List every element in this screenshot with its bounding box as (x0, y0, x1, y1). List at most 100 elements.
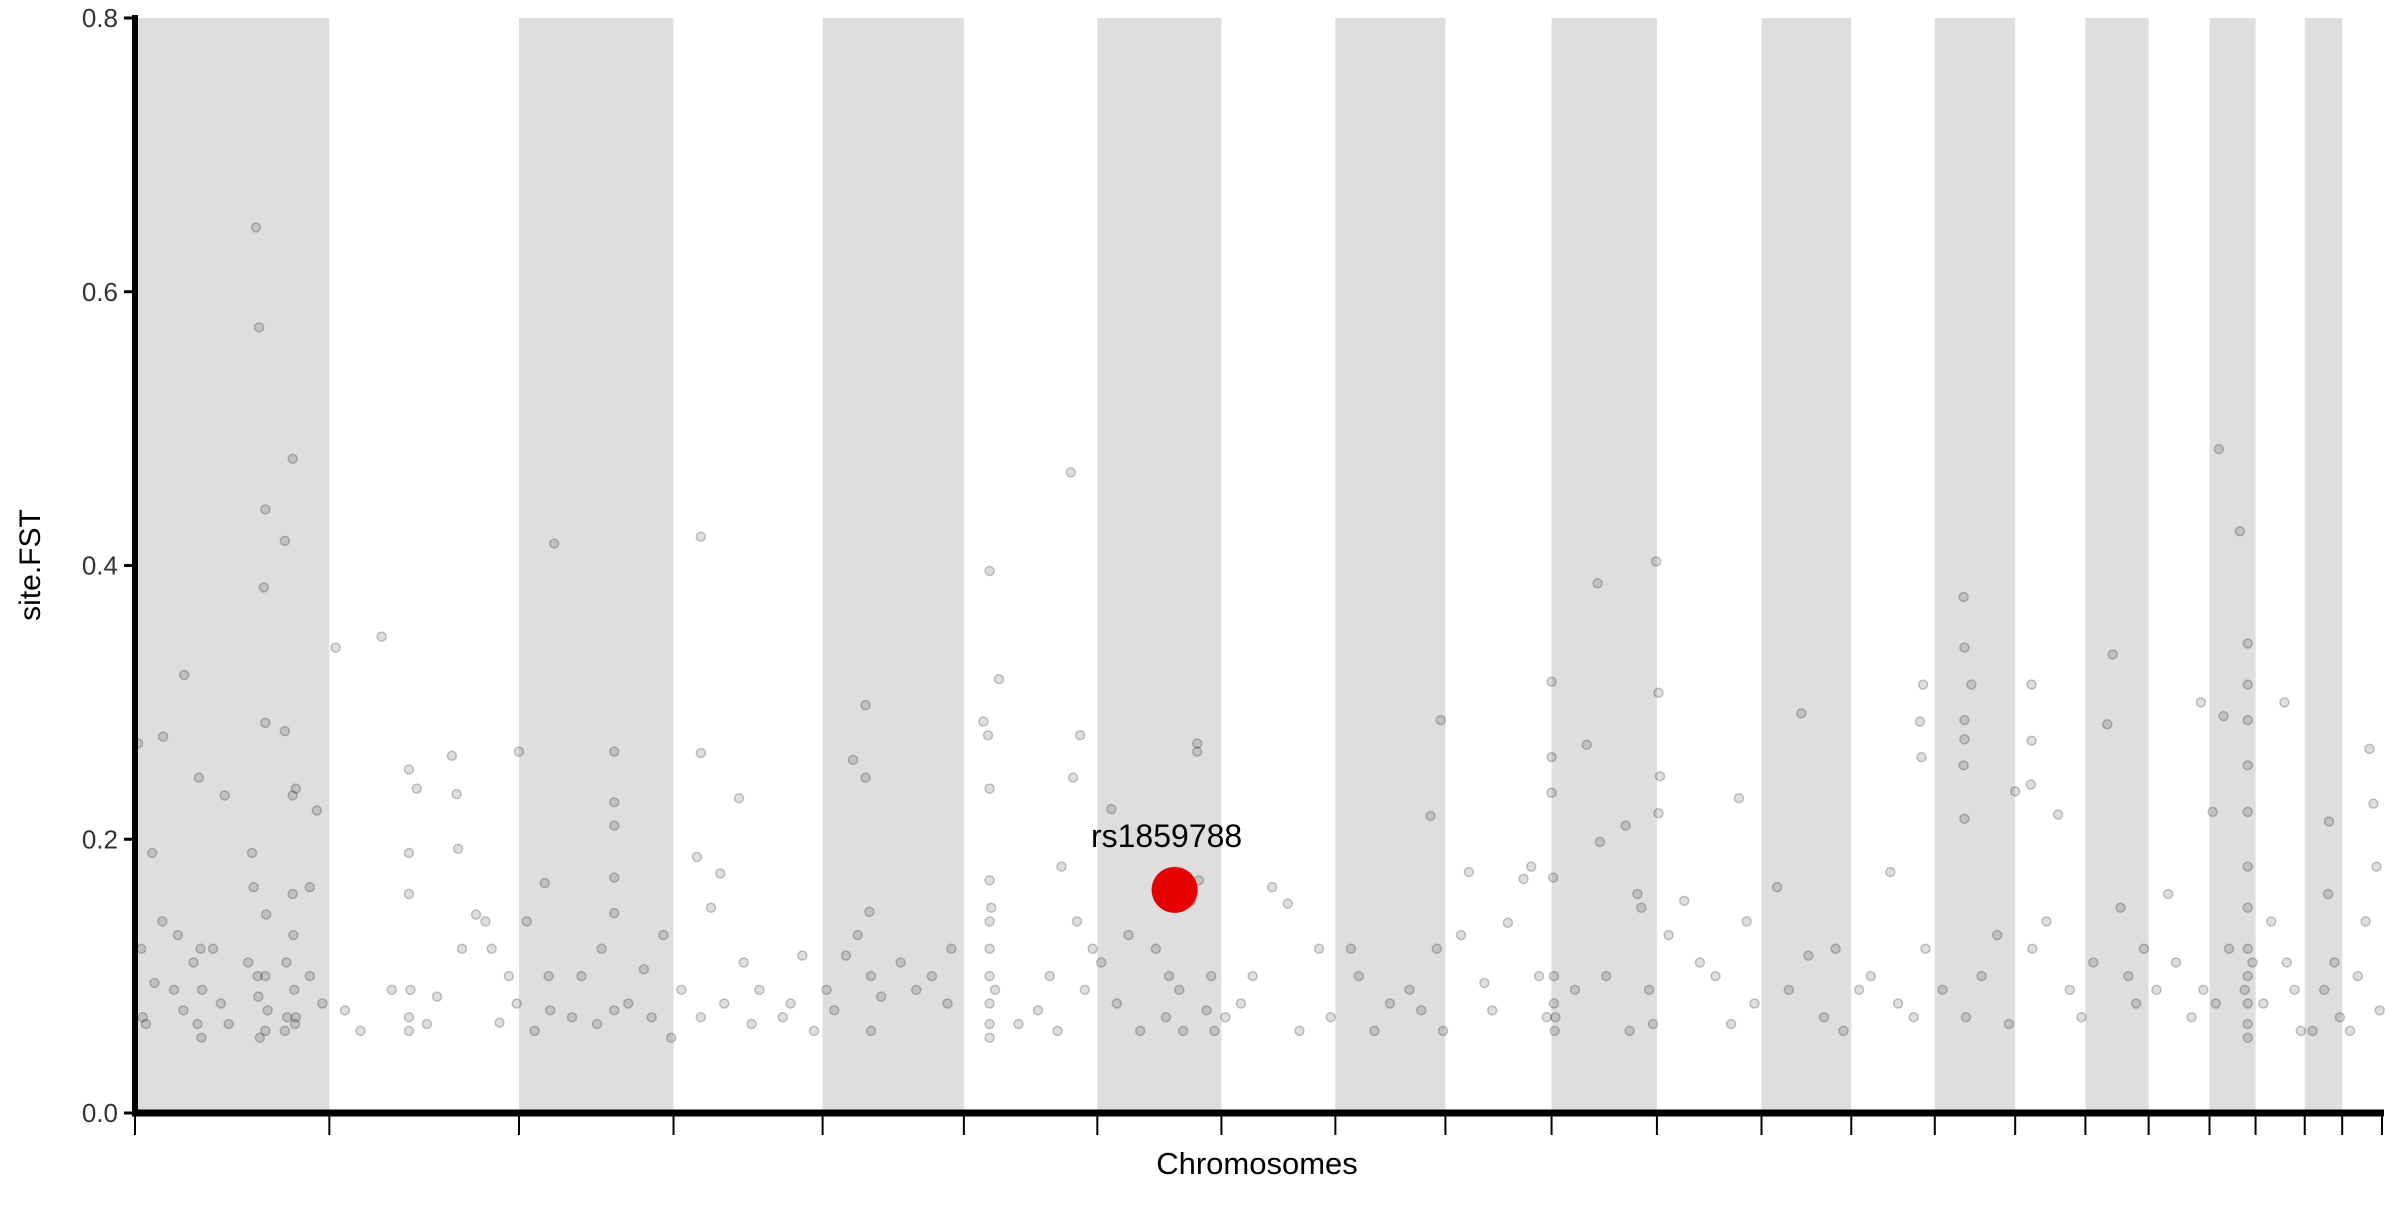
data-point (304, 970, 316, 982)
data-point (403, 888, 415, 900)
data-point (1044, 970, 1055, 982)
data-point (1206, 970, 1217, 982)
data-point (253, 991, 264, 1002)
data-point (1653, 807, 1664, 819)
data-point (591, 1018, 603, 1030)
data-point (2368, 798, 2379, 809)
data-point (2242, 1032, 2254, 1043)
data-point (691, 851, 703, 863)
data-point (984, 998, 995, 1009)
data-point (865, 970, 877, 982)
data-point (1056, 861, 1067, 872)
data-point (1624, 1025, 1635, 1037)
data-point (608, 820, 620, 831)
data-point (411, 783, 423, 794)
data-point (821, 984, 832, 996)
data-point (1653, 687, 1664, 699)
data-point (480, 916, 491, 927)
data-point (1548, 970, 1560, 982)
data-point (1647, 1018, 1659, 1030)
data-point (2242, 638, 2254, 649)
data-point (665, 1032, 677, 1043)
data-point (521, 916, 533, 927)
data-point (1135, 1025, 1146, 1037)
data-point (785, 998, 796, 1009)
data-point (1415, 1005, 1427, 1016)
data-point (1247, 970, 1258, 982)
data-point (1892, 998, 1904, 1009)
data-point (330, 642, 341, 653)
data-point (777, 1011, 789, 1023)
data-point (1547, 872, 1559, 883)
data-point (1694, 957, 1706, 968)
y-tick-label: 0.8 (82, 3, 118, 33)
data-point (2265, 916, 2277, 927)
data-point (260, 717, 271, 729)
data-point (172, 929, 184, 941)
data-point (279, 1025, 291, 1037)
data-point (847, 754, 859, 766)
data-point (2026, 735, 2037, 746)
data-point (2170, 957, 2182, 968)
data-point (1620, 820, 1631, 831)
highlighted-snp: rs1859788 (1091, 818, 1242, 913)
data-point (1679, 895, 1690, 907)
data-point (1065, 467, 1077, 478)
data-point (1783, 984, 1795, 996)
data-point (1369, 1025, 1380, 1037)
data-point (2115, 902, 2126, 913)
data-point (196, 1032, 207, 1043)
data-point (1959, 714, 1970, 726)
y-ticks: 0.0 0.2 0.4 0.6 0.8 (82, 3, 135, 1128)
data-point (1191, 746, 1203, 757)
data-point (978, 716, 989, 727)
data-point (287, 453, 298, 464)
data-point (984, 1032, 995, 1043)
data-point (2242, 1018, 2254, 1030)
data-point (2242, 760, 2254, 771)
data-point (984, 970, 995, 982)
data-point (355, 1025, 366, 1037)
data-point (2195, 697, 2207, 708)
data-point (1479, 977, 1490, 989)
data-point (2003, 1018, 2015, 1030)
data-point (1487, 1005, 1498, 1016)
data-point (1123, 929, 1134, 941)
data-point (608, 907, 620, 919)
data-point (1095, 957, 1107, 968)
data-point (195, 943, 206, 954)
data-point (279, 725, 291, 737)
data-point (279, 535, 291, 547)
data-point (797, 950, 808, 961)
data-point (1803, 950, 1814, 961)
data-point (246, 847, 258, 859)
data-point (2123, 970, 2134, 982)
data-point (2371, 861, 2382, 872)
data-point (2027, 943, 2038, 954)
data-point (2242, 679, 2254, 690)
data-point (1533, 970, 1545, 982)
data-point (658, 929, 669, 941)
data-point (1546, 787, 1557, 798)
chromosome-band-21 (2304, 18, 2343, 1113)
data-point (2130, 998, 2142, 1009)
data-point (695, 1011, 707, 1023)
data-point (1818, 1011, 1830, 1023)
data-point (2076, 1011, 2087, 1023)
data-point (1111, 998, 1123, 1009)
data-point (1325, 1011, 1336, 1023)
data-point (860, 772, 871, 783)
chromosome-band-17 (2085, 18, 2149, 1113)
data-point (339, 1005, 351, 1016)
data-point (215, 998, 227, 1009)
data-point (608, 746, 620, 757)
data-point (2026, 679, 2037, 690)
data-point (1174, 984, 1185, 996)
data-point (2025, 779, 2037, 790)
data-point (1663, 929, 1674, 941)
data-point (1991, 929, 2003, 941)
data-point (2322, 888, 2334, 900)
data-point (705, 902, 717, 913)
data-point (281, 957, 292, 968)
